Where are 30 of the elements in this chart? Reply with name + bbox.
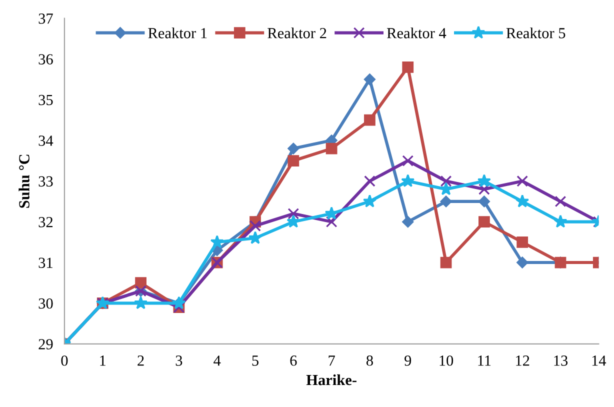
x-tick-label: 6	[290, 356, 297, 366]
x-tick-label: 4	[214, 356, 221, 366]
y-tick-label: 34	[38, 136, 54, 146]
legend-label: Reaktor 1	[148, 28, 207, 38]
x-tick-label: 13	[554, 356, 568, 366]
y-tick-label: 32	[38, 217, 53, 228]
x-axis-title: Harike-	[306, 374, 356, 386]
x-tick-label: 5	[252, 356, 258, 366]
x-tick-label: 9	[404, 356, 412, 366]
y-tick-label: 36	[38, 54, 53, 64]
x-tick-label: 12	[516, 356, 530, 366]
x-tick-label: 11	[478, 356, 491, 366]
legend-label: Reaktor 5	[506, 28, 566, 38]
x-tick-label: 0	[61, 355, 68, 366]
y-tick-label: 35	[38, 94, 53, 106]
y-tick-label: 31	[38, 258, 52, 268]
x-tick-label: 7	[328, 356, 335, 366]
x-tick-label: 14	[592, 356, 606, 366]
y-tick-label: 33	[38, 176, 53, 187]
y-tick-label: 30	[38, 298, 53, 309]
x-tick-label: 3	[176, 356, 182, 366]
legend-label: Reaktor 4	[387, 28, 446, 38]
x-tick-label: 2	[138, 356, 144, 366]
x-tick-label: 8	[366, 355, 373, 366]
y-tick-label: 37	[38, 14, 53, 24]
x-tick-label: 1	[100, 356, 106, 366]
y-axis-title: Suhu °C	[18, 154, 30, 208]
x-tick-label: 10	[440, 355, 454, 366]
y-tick-label: 29	[38, 339, 53, 350]
legend-label: Reaktor 2	[268, 28, 326, 38]
